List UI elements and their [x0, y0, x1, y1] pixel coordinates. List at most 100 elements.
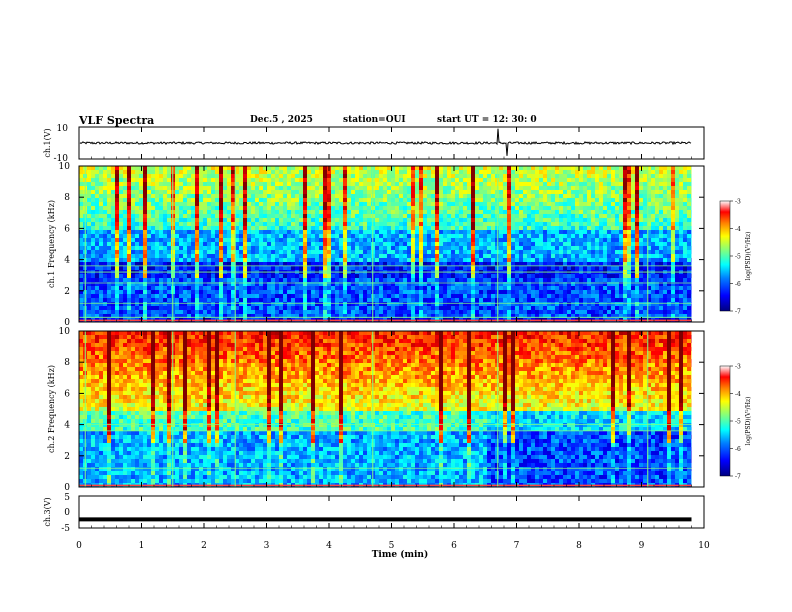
- spec-cell: [115, 190, 119, 194]
- spec-cell: [415, 254, 419, 258]
- spec-cell: [239, 190, 243, 194]
- spec-cell: [547, 278, 551, 282]
- spec-cell: [463, 286, 467, 290]
- spec-cell: [487, 254, 491, 258]
- spec-cell: [535, 302, 539, 306]
- spec-cell: [563, 266, 567, 270]
- spec-cell: [451, 274, 455, 278]
- spec-cell: [479, 194, 483, 198]
- spec-cell: [95, 282, 99, 286]
- spec-cell: [383, 246, 387, 250]
- spec-cell: [99, 174, 103, 178]
- spec-cell: [515, 262, 519, 266]
- spec-cell: [115, 282, 119, 286]
- spec-cell: [383, 226, 387, 230]
- spec-cell: [527, 314, 531, 318]
- spec-cell: [359, 194, 363, 198]
- spec-cell: [191, 294, 195, 298]
- spec-cell: [251, 306, 255, 310]
- spec-cell: [583, 182, 587, 186]
- spec-cell: [567, 246, 571, 250]
- spec-cell: [79, 178, 83, 182]
- spec-cell: [343, 298, 347, 302]
- spec-cell: [243, 234, 247, 238]
- spec-cell: [395, 290, 399, 294]
- spec-cell: [511, 214, 515, 218]
- spec-cell: [467, 298, 471, 302]
- spec-cell: [523, 282, 527, 286]
- spec-cell: [307, 198, 311, 202]
- spec-cell: [127, 278, 131, 282]
- spec-cell: [207, 238, 211, 242]
- spec-cell: [399, 234, 403, 238]
- spec-cell: [267, 166, 271, 170]
- spec-cell: [163, 298, 167, 302]
- spec-cell: [339, 182, 343, 186]
- spec-cell: [571, 306, 575, 310]
- spec-cell: [491, 274, 495, 278]
- spec-cell: [455, 198, 459, 202]
- spec-cell: [359, 174, 363, 178]
- spec-cell: [283, 238, 287, 242]
- spec-cell: [375, 170, 379, 174]
- spec-cell: [447, 166, 451, 170]
- spec-cell: [455, 234, 459, 238]
- spec-cell: [183, 166, 187, 170]
- spec-cell: [247, 210, 251, 214]
- spec-cell: [203, 182, 207, 186]
- spec-cell: [287, 306, 291, 310]
- spec-cell: [571, 198, 575, 202]
- spec-cell: [107, 234, 111, 238]
- spec-cell: [239, 262, 243, 266]
- spec-cell: [239, 282, 243, 286]
- spec-cell: [347, 282, 351, 286]
- spec-cell: [515, 242, 519, 246]
- spec-cell: [251, 206, 255, 210]
- spec-cell: [243, 286, 247, 290]
- spec-cell: [115, 286, 119, 290]
- spec-cell: [147, 262, 151, 266]
- spec-cell: [247, 182, 251, 186]
- spec-cell: [523, 170, 527, 174]
- spec-cell: [335, 178, 339, 182]
- spec-cell: [379, 266, 383, 270]
- spec-cell: [503, 166, 507, 170]
- spec-cell: [203, 290, 207, 294]
- spec-cell: [235, 206, 239, 210]
- spec-cell: [475, 250, 479, 254]
- spec-cell: [351, 242, 355, 246]
- spec-cell: [479, 262, 483, 266]
- spec-cell: [395, 250, 399, 254]
- spec-cell: [131, 294, 135, 298]
- spec-cell: [155, 198, 159, 202]
- spec-cell: [87, 174, 91, 178]
- spec-cell: [255, 306, 259, 310]
- spec-cell: [475, 274, 479, 278]
- spec-cell: [159, 174, 163, 178]
- spec-cell: [447, 262, 451, 266]
- spec-cell: [231, 206, 235, 210]
- spec-cell: [183, 290, 187, 294]
- spec-cell: [179, 302, 183, 306]
- spec-cell: [299, 230, 303, 234]
- spec-cell: [87, 186, 91, 190]
- spec-cell: [147, 198, 151, 202]
- spec-cell: [111, 178, 115, 182]
- spec-cell: [535, 262, 539, 266]
- spec-cell: [207, 254, 211, 258]
- spec-cell: [471, 266, 475, 270]
- spec-cell: [279, 246, 283, 250]
- spec-cell: [439, 286, 443, 290]
- spec-cell: [403, 182, 407, 186]
- spec-cell: [311, 294, 315, 298]
- spec-cell: [151, 202, 155, 206]
- spec-cell: [263, 286, 267, 290]
- spec-cell: [539, 218, 543, 222]
- spec-cell: [327, 222, 331, 226]
- spec-cell: [515, 274, 519, 278]
- spec-cell: [351, 202, 355, 206]
- spec-cell: [135, 194, 139, 198]
- spec-cell: [187, 166, 191, 170]
- spec-cell: [339, 282, 343, 286]
- spec-cell: [547, 258, 551, 262]
